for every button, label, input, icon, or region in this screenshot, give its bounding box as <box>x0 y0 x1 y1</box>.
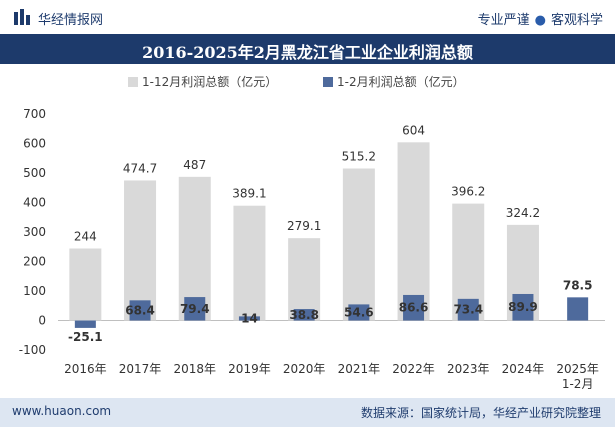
data-label-jan-feb-profit: 89.9 <box>508 300 538 314</box>
bar-jan-feb-profit <box>238 316 260 321</box>
brand-logo-icon <box>14 9 30 25</box>
bar-annual-profit <box>124 180 157 321</box>
title-bar: 2016-2025年2月黑龙江省工业企业利润总额 <box>0 34 615 64</box>
x-tick-label: 2024年 <box>502 362 545 376</box>
x-tick-label: 2025年 1-2月 <box>556 362 599 391</box>
bar-annual-profit <box>397 142 430 321</box>
bar-jan-feb-profit <box>129 300 151 321</box>
x-tick-label: 2022年 <box>392 362 435 376</box>
bar-jan-feb-profit <box>567 297 589 321</box>
brand-name: 华经情报网 <box>38 13 104 28</box>
data-label-annual-profit: 324.2 <box>506 206 540 220</box>
data-source: 数据来源：国家统计局，华经产业研究院整理 <box>360 406 601 420</box>
y-tick-label: 400 <box>23 196 46 210</box>
bar-annual-profit <box>69 248 102 321</box>
data-label-annual-profit: 396.2 <box>451 185 485 199</box>
data-label-jan-feb-profit: 73.4 <box>453 303 483 317</box>
bar-annual-profit <box>178 176 211 321</box>
bar-annual-profit <box>233 205 266 321</box>
data-label-annual-profit: 487 <box>183 158 206 172</box>
data-label-annual-profit: 244 <box>74 230 97 244</box>
y-tick-label: 100 <box>23 284 46 298</box>
footer-bar: www.huaon.com 数据来源：国家统计局，华经产业研究院整理 <box>0 398 615 427</box>
data-label-jan-feb-profit: 38.8 <box>289 308 319 322</box>
data-label-jan-feb-profit: -25.1 <box>68 330 103 344</box>
tagline-part-1: 专业严谨 <box>477 13 530 28</box>
data-label-jan-feb-profit: 68.4 <box>125 303 155 317</box>
x-tick-label: 2017年 <box>119 362 162 376</box>
x-tick-label: 2023年 <box>447 362 490 376</box>
data-label-jan-feb-profit: 54.6 <box>344 305 374 319</box>
bar-annual-profit <box>342 168 375 321</box>
x-tick-label: 2019年 <box>228 362 271 376</box>
y-tick-label: 500 <box>23 166 46 180</box>
tagline: 专业严谨 ● 客观科学 <box>478 9 603 28</box>
bar-jan-feb-profit <box>74 320 96 328</box>
data-label-jan-feb-profit: 78.5 <box>563 278 593 292</box>
y-tick-label: 200 <box>23 255 46 269</box>
y-tick-label: 700 <box>23 107 46 121</box>
chart-title: 2016-2025年2月黑龙江省工业企业利润总额 <box>142 43 473 62</box>
tagline-separator: ● <box>534 13 546 28</box>
bar-jan-feb-profit <box>348 304 370 321</box>
x-tick-label: 2018年 <box>173 362 216 376</box>
x-tick-label: 2016年 <box>64 362 107 376</box>
y-tick-label: 300 <box>23 225 46 239</box>
bar-chart: 1-12月利润总额（亿元） 1-2月利润总额（亿元） -100 0 100 200 300 4… <box>19 74 605 391</box>
data-label-annual-profit: 515.2 <box>342 150 376 164</box>
y-tick-label: -100 <box>19 343 46 357</box>
data-label-jan-feb-profit: 86.6 <box>399 301 429 315</box>
tagline-part-2: 客观科学 <box>550 13 603 28</box>
top-bar: 华经情报网 专业严谨 ● 客观科学 <box>0 0 615 34</box>
bar-jan-feb-profit <box>457 298 479 321</box>
data-label-annual-profit: 279.1 <box>287 219 321 233</box>
data-label-annual-profit: 389.1 <box>232 187 266 201</box>
data-label-annual-profit: 604 <box>402 123 425 137</box>
website-link[interactable]: www.huaon.com <box>12 404 112 418</box>
bar-jan-feb-profit <box>184 297 206 321</box>
y-tick-label: 600 <box>23 137 46 151</box>
x-tick-label: 2020年 <box>283 362 326 376</box>
bar-annual-profit <box>288 238 321 321</box>
legend-label-1: 1-12月利润总额（亿元） <box>142 74 277 89</box>
data-label-jan-feb-profit: 79.4 <box>180 302 210 316</box>
bar-jan-feb-profit <box>512 293 534 321</box>
bar-jan-feb-profit <box>293 309 315 321</box>
y-tick-label: 0 <box>38 314 46 328</box>
bar-jan-feb-profit <box>403 294 425 321</box>
data-label-annual-profit: 474.7 <box>123 161 157 175</box>
legend-label-2: 1-2月利润总额（亿元） <box>337 74 465 89</box>
legend-swatch-2 <box>323 77 333 87</box>
x-tick-label: 2021年 <box>338 362 381 376</box>
legend-swatch-1 <box>128 77 138 87</box>
data-label-jan-feb-profit: 14 <box>241 311 258 325</box>
